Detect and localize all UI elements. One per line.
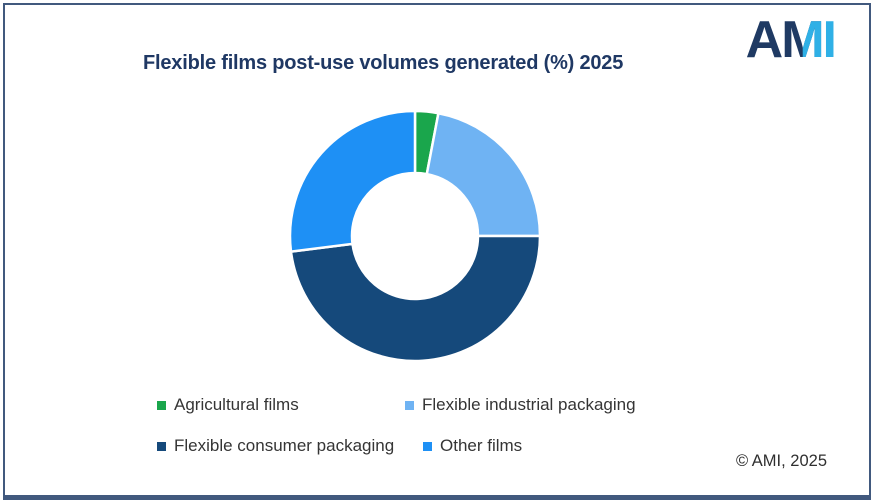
legend-item-other-films: Other films — [423, 436, 522, 456]
donut-segment-flexible-consumer-packaging — [289, 234, 542, 363]
donut-segment-other-films — [288, 109, 417, 253]
legend-row-2: Flexible consumer packaging Other films — [157, 434, 522, 458]
donut-segment-flexible-industrial-packaging — [425, 111, 542, 238]
legend-swatch-flexible-industrial-packaging — [405, 401, 414, 410]
legend-swatch-agricultural-films — [157, 401, 166, 410]
legend-label: Agricultural films — [174, 395, 299, 414]
legend-item-flexible-industrial-packaging: Flexible industrial packaging — [405, 395, 636, 415]
logo-letter-m-highlight: M — [781, 11, 823, 69]
legend-row-1: Agricultural films Flexible industrial p… — [157, 393, 636, 417]
ami-logo: AM M I — [745, 11, 838, 69]
chart-title: Flexible films post-use volumes generate… — [143, 52, 624, 74]
copyright: © AMI, 2025 — [735, 452, 827, 470]
legend-label: Flexible consumer packaging — [174, 436, 395, 455]
logo-letter-a: A — [745, 11, 784, 69]
legend-label: Other films — [440, 436, 523, 455]
logo-letter-i: I — [822, 11, 838, 69]
legend-item-agricultural-films: Agricultural films — [157, 395, 405, 415]
legend-swatch-other-films — [423, 442, 432, 451]
legend-label: Flexible industrial packaging — [422, 395, 636, 414]
legend-item-flexible-consumer-packaging: Flexible consumer packaging — [157, 436, 423, 456]
donut-chart — [288, 109, 542, 363]
legend-swatch-flexible-consumer-packaging — [157, 442, 166, 451]
